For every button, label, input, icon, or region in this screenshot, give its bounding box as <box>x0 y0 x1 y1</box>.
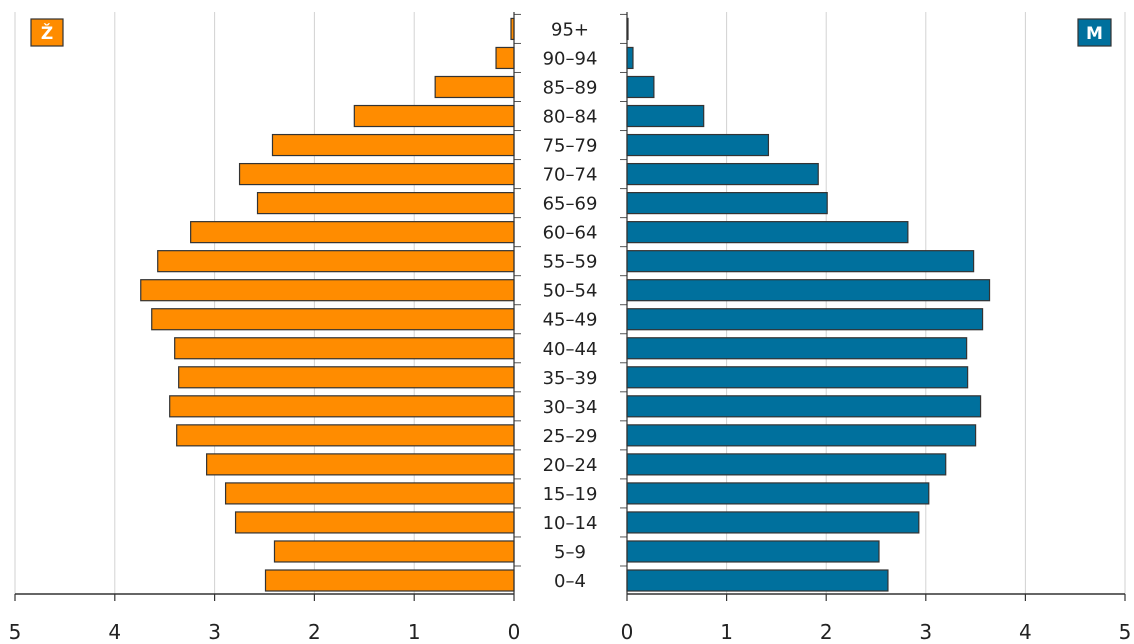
age-label: 90–94 <box>543 48 598 69</box>
female-bar <box>264 569 515 592</box>
female-bar <box>353 104 515 128</box>
age-label: 25–29 <box>543 426 598 447</box>
age-label: 60–64 <box>543 223 598 244</box>
male-bars <box>626 17 991 592</box>
male-bar <box>626 511 920 534</box>
female-bar <box>234 511 515 534</box>
right-gridlines <box>726 12 1126 594</box>
x-tick-label: 0 <box>508 620 521 644</box>
age-label: 10–14 <box>543 513 598 534</box>
right-x-axis: 0 1 2 3 4 5 <box>621 12 1132 644</box>
female-legend-badge: Ž <box>30 18 64 47</box>
x-tick-label: 1 <box>720 620 733 644</box>
female-bar <box>238 162 515 186</box>
male-bar <box>626 482 930 505</box>
x-tick-label: 1 <box>408 620 421 644</box>
female-bar <box>174 337 515 360</box>
age-label: 30–34 <box>543 397 598 418</box>
male-bar <box>626 104 705 128</box>
age-label: 75–79 <box>543 136 598 157</box>
male-bar <box>626 133 770 157</box>
age-label: 20–24 <box>543 455 598 476</box>
age-label: 65–69 <box>543 194 598 215</box>
age-label: 5–9 <box>554 542 586 563</box>
female-bar <box>495 46 515 70</box>
age-label: 0–4 <box>554 571 586 592</box>
male-bar <box>626 569 889 592</box>
age-label: 95+ <box>551 19 589 40</box>
age-label: 80–84 <box>543 107 598 128</box>
male-bar <box>626 540 880 563</box>
male-bar <box>626 250 975 273</box>
age-label: 55–59 <box>543 252 598 273</box>
age-group-labels: 0–4 5–9 10–14 15–19 20–24 25–29 30–34 35–39 40–4… <box>514 13 627 592</box>
female-bars <box>140 17 515 592</box>
left-x-axis: 5 4 3 2 1 0 <box>9 12 521 644</box>
female-bar <box>434 75 515 99</box>
female-bar <box>140 279 515 302</box>
female-bar <box>151 308 515 331</box>
age-label: 85–89 <box>543 77 598 98</box>
male-bar <box>626 192 828 215</box>
x-tick-label: 2 <box>308 620 321 644</box>
age-label: 45–49 <box>543 310 598 331</box>
male-bar <box>626 308 984 331</box>
female-bar <box>178 366 515 389</box>
female-bar <box>206 453 515 476</box>
x-tick-label: 2 <box>820 620 833 644</box>
female-bar <box>271 133 515 157</box>
age-label: 50–54 <box>543 281 598 302</box>
age-label: 70–74 <box>543 165 598 186</box>
male-bar <box>626 453 947 476</box>
female-bar <box>157 250 515 273</box>
male-bar <box>626 221 909 244</box>
female-bar <box>273 540 515 563</box>
male-bar <box>626 46 634 70</box>
male-badge-label: M <box>1086 24 1103 44</box>
left-gridlines <box>14 12 415 594</box>
female-bar <box>256 192 515 215</box>
x-tick-label: 5 <box>1119 620 1132 644</box>
male-bar <box>626 162 819 186</box>
x-tick-label: 3 <box>919 620 932 644</box>
x-tick-label: 3 <box>208 620 221 644</box>
female-bar <box>190 221 515 244</box>
male-bar <box>626 337 968 360</box>
age-label: 15–19 <box>543 484 598 505</box>
male-bar <box>626 395 982 418</box>
male-legend-badge: M <box>1077 18 1112 47</box>
x-tick-label: 0 <box>621 620 634 644</box>
male-bar <box>626 424 977 447</box>
female-badge-label: Ž <box>41 22 53 44</box>
x-tick-label: 5 <box>9 620 22 644</box>
female-bar <box>169 395 515 418</box>
age-label: 40–44 <box>543 339 598 360</box>
age-label: 35–39 <box>543 368 598 389</box>
female-bar <box>176 424 515 447</box>
male-bar <box>626 366 969 389</box>
x-tick-label: 4 <box>1019 620 1032 644</box>
female-bar <box>224 482 515 505</box>
male-bar <box>626 75 655 99</box>
x-tick-label: 4 <box>108 620 121 644</box>
male-bar <box>626 279 991 302</box>
